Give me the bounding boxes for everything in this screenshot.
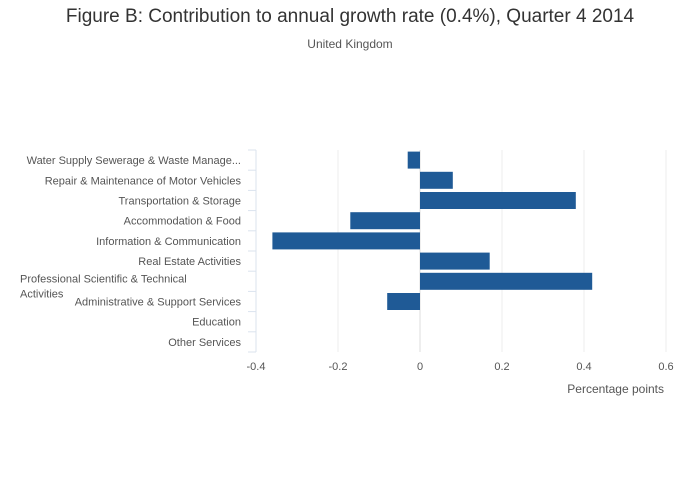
category-label-0: Water Supply Sewerage & Waste Manage... <box>27 155 241 167</box>
bar-2[interactable] <box>420 192 576 209</box>
bars <box>272 151 593 310</box>
x-tick-label-4: 0.4 <box>576 361 591 373</box>
category-label-3: Accommodation & Food <box>124 216 241 228</box>
bar-5[interactable] <box>420 252 490 270</box>
bar-4[interactable] <box>272 232 420 250</box>
x-tick-label-0: -0.4 <box>247 361 266 373</box>
category-label-6: Professional Scientific & Technical Activ… <box>20 273 187 300</box>
x-tick-labels: -0.4 -0.2 0 0.2 0.4 0.6 <box>247 361 674 373</box>
x-tick-label-2: 0 <box>417 361 423 373</box>
category-label-2: Transportation & Storage <box>119 196 242 208</box>
category-label-9: Other Services <box>168 337 241 349</box>
x-axis-label: Percentage points <box>567 382 664 396</box>
category-label-4: Information & Communication <box>96 236 241 248</box>
category-label-7: Administrative & Support Services <box>75 297 242 309</box>
category-labels: Water Supply Sewerage & Waste Manage... R… <box>20 155 241 349</box>
bar-1[interactable] <box>420 171 453 189</box>
bar-0[interactable] <box>407 151 420 169</box>
chart-subtitle: United Kingdom <box>307 37 393 51</box>
category-label-5: Real Estate Activities <box>138 256 241 268</box>
bar-7[interactable] <box>387 293 420 310</box>
bar-3[interactable] <box>350 212 420 230</box>
category-label-8: Education <box>192 317 241 329</box>
grid-lines <box>248 149 667 353</box>
x-tick-label-3: 0.2 <box>494 361 509 373</box>
x-tick-label-5: 0.6 <box>658 361 673 373</box>
chart-title: Figure B: Contribution to annual growth … <box>65 6 635 27</box>
x-tick-label-1: -0.2 <box>329 361 348 373</box>
bar-6[interactable] <box>420 272 593 290</box>
category-label-1: Repair & Maintenance of Motor Vehicles <box>45 175 242 187</box>
